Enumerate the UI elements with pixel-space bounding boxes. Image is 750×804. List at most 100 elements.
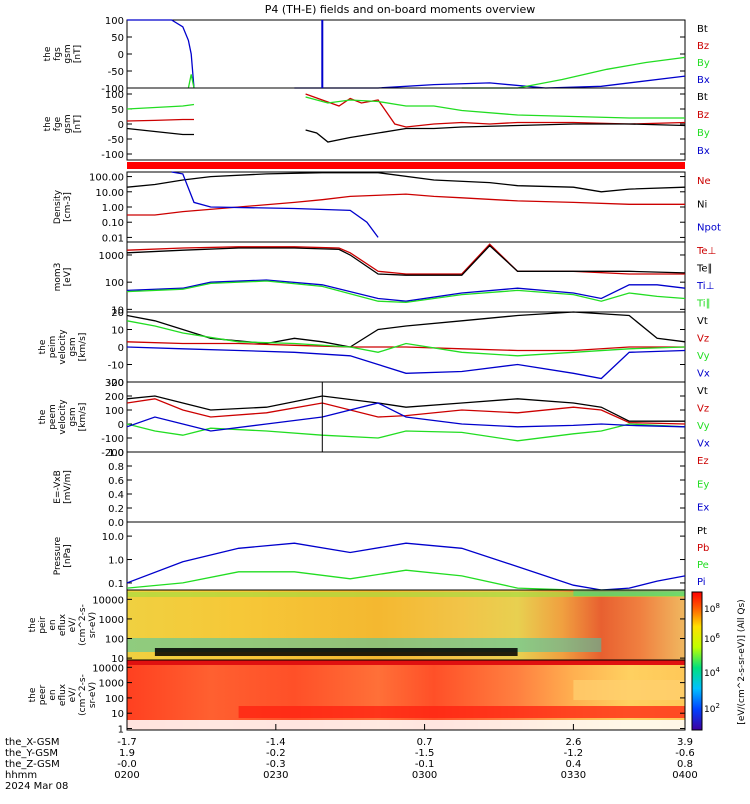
x-tick-label: -1.7 [117, 737, 137, 748]
legend-entry: Ex [697, 503, 709, 514]
series-By-line [187, 74, 195, 89]
y-tick-label: 100 [105, 694, 124, 705]
series-Bx-line [294, 75, 686, 89]
panel-frame [126, 19, 686, 89]
y-axis-label-line: the [43, 46, 53, 61]
legend-entry: Vx [697, 439, 710, 450]
y-tick-label: 0.2 [108, 504, 124, 515]
x-tick-label: -1.5 [415, 748, 435, 759]
legend-entry: By [697, 58, 710, 69]
y-axis-label: Density [cm-3] [53, 189, 73, 224]
legend-entry: Bz [697, 110, 709, 121]
x-tick-label: -1.2 [564, 748, 584, 759]
y-axis-label-line: gsm [68, 337, 78, 356]
legend-entry: Pe [697, 560, 709, 571]
legend-entry: Bx [697, 146, 710, 157]
y-tick-label: -200 [101, 448, 124, 459]
y-axis-label-line: [cm-3] [63, 192, 73, 222]
y-axis-label: Pressure [nPa] [53, 536, 73, 575]
y-tick-label: 20 [111, 308, 124, 319]
colorbar-tick-label: 102 [704, 702, 720, 715]
x-tick-label: 0200 [114, 770, 139, 781]
legend-entry: Vy [697, 351, 710, 362]
legend-entry: Bt [697, 24, 708, 35]
y-axis-label-line: [mV/m] [63, 470, 73, 504]
colorbar: 108 106 104 102 [eV/(cm^2-s-sr-eV)] (All Qs) [691, 591, 747, 731]
y-axis-label-line: gsm [68, 407, 78, 426]
series-Vz-line [126, 398, 686, 425]
y-tick-label: 50 [111, 105, 124, 116]
x-tick-label: 0330 [561, 770, 586, 781]
y-axis-label-line: (cm^2-s- [78, 674, 88, 716]
y-tick-label: 0.10 [102, 218, 124, 229]
y-tick-label: 10000 [92, 663, 124, 674]
legend-entry: Ti⊥ [696, 281, 714, 292]
legend-entry: Vt [697, 316, 708, 327]
x-tick-label: 2.6 [565, 737, 581, 748]
y-tick-label: 1 [118, 725, 124, 736]
y-tick-label: 0 [118, 420, 124, 431]
y-tick-label: 10.00 [95, 188, 124, 199]
y-tick-label: -50 [108, 67, 124, 78]
y-axis-label-line: peer [38, 684, 48, 705]
y-axis-label-line: [km/s] [78, 333, 88, 362]
y-axis-label-line: peim [48, 336, 58, 359]
legend-entry: Bz [697, 41, 709, 52]
series-Pi-line [126, 542, 686, 591]
panel-temperature: 1000 100 10 mom3 [eV] Te⊥ Te∥ Ti⊥ Ti∥ [53, 241, 716, 316]
colorbar-label: [eV/(cm^2-s-sr-eV)] (All Qs) [737, 599, 747, 724]
y-axis-label-line: the [28, 687, 38, 702]
y-tick-label: 300 [105, 378, 124, 389]
y-axis-label-line: eflux [58, 613, 68, 636]
y-tick-label: -100 [101, 150, 124, 161]
panel-density: 100.00 10.00 1.00 0.10 0.01 Density [cm-3] Ne Ni… [53, 171, 721, 244]
y-tick-label: 50 [111, 33, 124, 44]
y-tick-label: 100 [105, 278, 124, 289]
y-axis-label: the peir en eflux eV/(cm^2-s-sr-eV) [28, 604, 98, 646]
y-tick-label: 0.01 [102, 233, 124, 244]
series-Bz-line [126, 118, 194, 122]
y-axis-label: the peer en eflux eV/(cm^2-s-sr-eV) [28, 674, 98, 716]
colorbar-strip [691, 591, 703, 731]
spectrogram-band-green [573, 590, 685, 596]
y-tick-label: -50 [108, 135, 124, 146]
panel-efield: 1.0 0.8 0.6 0.4 0.2 0.0 E=-VxB [mV/m] Ez Ey Ex [53, 448, 709, 529]
series-Vy-line [126, 423, 686, 442]
legend-entry: Te⊥ [696, 246, 716, 257]
y-tick-label: 1000 [99, 251, 124, 262]
y-axis-label-line: fgs [53, 47, 63, 61]
legend-entry: Ne [697, 176, 711, 187]
legend-entry: Bt [697, 92, 708, 103]
legend-entry: Ey [697, 479, 709, 490]
y-axis-label-line: [nPa] [63, 544, 73, 567]
y-axis-label-line: [km/s] [78, 403, 88, 432]
y-axis-label-line: [eV] [63, 268, 73, 287]
y-axis-label: E=-VxB [mV/m] [53, 470, 73, 504]
y-tick-label: 0.0 [108, 518, 124, 529]
series-Bt-line [126, 127, 194, 136]
y-axis-label-line: Density [53, 189, 63, 224]
x-tick-label: 0230 [263, 770, 288, 781]
y-tick-label: 100 [105, 16, 124, 27]
y-tick-label: -100 [101, 434, 124, 445]
x-tick-label: -0.1 [415, 759, 435, 770]
legend-entry: Bx [697, 75, 710, 86]
y-tick-label: 10000 [92, 595, 124, 606]
x-row-label: the_Z-GSM [5, 759, 60, 770]
x-tick-label: 0.4 [565, 759, 581, 770]
spectrogram-band-mid [573, 680, 685, 700]
legend-entry: Vz [697, 404, 709, 415]
y-tick-label: 10 [111, 654, 124, 665]
series-Npot-line [171, 171, 379, 238]
y-axis-label-line: mom3 [53, 263, 63, 292]
y-axis-label-line: [nT] [73, 45, 83, 63]
y-axis-label-line: the [43, 116, 53, 131]
x-tick-label: 0.7 [417, 737, 433, 748]
y-axis-label-line: sr-eV) [88, 682, 98, 708]
panel-frame [126, 451, 686, 523]
series-Bz-line [305, 93, 686, 128]
